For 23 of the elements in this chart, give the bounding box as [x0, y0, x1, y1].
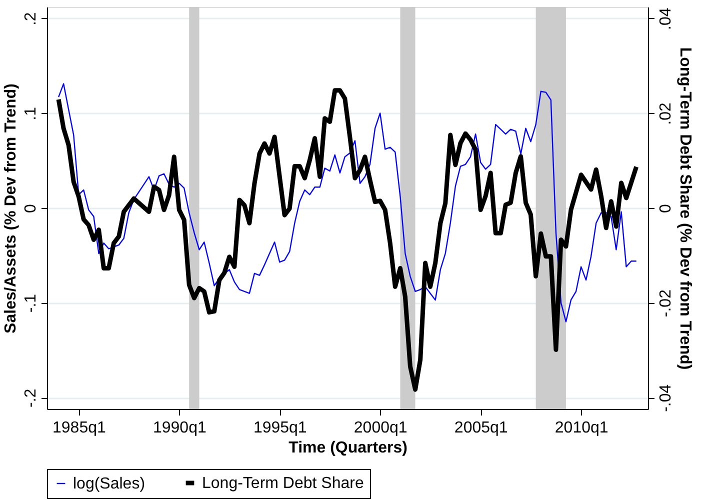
y2-tick-label: -.02 — [658, 289, 674, 318]
y-tick-label: -.1 — [22, 294, 40, 313]
y2-tick-label: 0 — [658, 204, 674, 213]
line-series — [58, 83, 637, 322]
y-tick-label: -.2 — [22, 388, 40, 408]
y2-tick-label: .04 — [658, 8, 674, 30]
legend-label: log(Sales) — [73, 476, 146, 492]
y-tick-label: .1 — [22, 106, 40, 120]
x-tick-label: 2010q1 — [554, 420, 608, 436]
x-tick-label: 1985q1 — [52, 420, 106, 436]
y-tick-label: .2 — [22, 12, 40, 26]
y2-tick-label: -.04 — [658, 384, 674, 412]
line-series — [56, 88, 639, 392]
x-tick-label: 1990q1 — [152, 420, 206, 436]
legend-label: Long-Term Debt Share — [202, 475, 364, 492]
x-tick-label: 2000q1 — [354, 420, 408, 436]
x-tick-label: 1995q1 — [253, 420, 307, 436]
y-axis-title: Sales/Assets (% Dev from Trend) — [2, 84, 20, 334]
y2-tick-label: .02 — [658, 102, 674, 125]
y2-axis-title: Long-Term Debt Share (% Dev from Trend) — [676, 47, 694, 370]
x-axis-title: Time (Quarters) — [288, 440, 408, 456]
y-tick-label: 0 — [22, 204, 40, 213]
x-tick-label: 2005q1 — [454, 420, 508, 436]
